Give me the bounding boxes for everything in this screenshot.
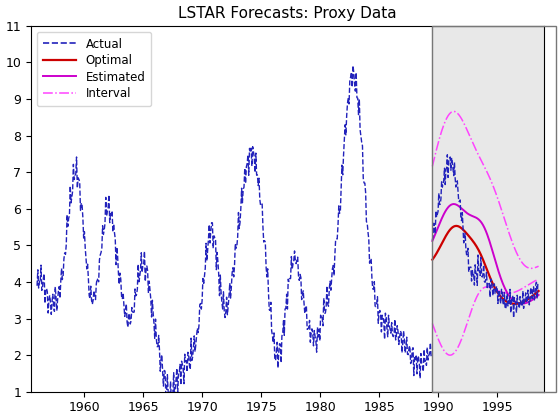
Optimal: [429, 257, 436, 262]
Optimal: [465, 233, 472, 238]
Line: Actual: Actual: [37, 66, 431, 400]
Actual: [34, 283, 40, 288]
Actual: [166, 397, 173, 402]
Interval: [503, 223, 510, 228]
Estimated: [486, 236, 492, 241]
Actual: [358, 140, 365, 145]
Interval: [489, 183, 496, 188]
Estimated: [535, 292, 542, 297]
Optimal: [453, 223, 460, 228]
Interval: [528, 266, 535, 271]
Optimal: [503, 299, 510, 304]
Estimated: [517, 301, 524, 306]
Line: Estimated: Estimated: [432, 204, 539, 304]
Actual: [428, 355, 435, 360]
Estimated: [465, 211, 472, 216]
Estimated: [489, 250, 496, 255]
Estimated: [450, 202, 457, 207]
Line: Interval: Interval: [432, 111, 539, 268]
Estimated: [503, 289, 510, 294]
Title: LSTAR Forecasts: Proxy Data: LSTAR Forecasts: Proxy Data: [179, 5, 397, 21]
Actual: [224, 312, 231, 317]
Interval: [535, 264, 542, 269]
Line: Optimal: Optimal: [432, 226, 539, 304]
Interval: [517, 258, 524, 263]
Interval: [429, 164, 436, 169]
Optimal: [472, 242, 478, 247]
Interval: [472, 146, 478, 151]
Actual: [222, 315, 228, 320]
Actual: [420, 369, 427, 374]
Legend: Actual, Optimal, Estimated, Interval: Actual, Optimal, Estimated, Interval: [37, 32, 151, 106]
Bar: [432, 26, 556, 392]
Interval: [450, 109, 457, 114]
Interval: [465, 130, 472, 135]
Interval: [486, 173, 492, 178]
Optimal: [486, 271, 492, 276]
Optimal: [489, 281, 496, 286]
Optimal: [535, 289, 542, 294]
Estimated: [472, 215, 478, 220]
Optimal: [518, 300, 525, 305]
Optimal: [512, 302, 519, 307]
Bar: [432, 26, 556, 392]
Estimated: [429, 239, 436, 244]
Actual: [248, 146, 254, 151]
Actual: [349, 63, 356, 68]
Estimated: [518, 301, 525, 306]
Actual: [269, 333, 276, 338]
